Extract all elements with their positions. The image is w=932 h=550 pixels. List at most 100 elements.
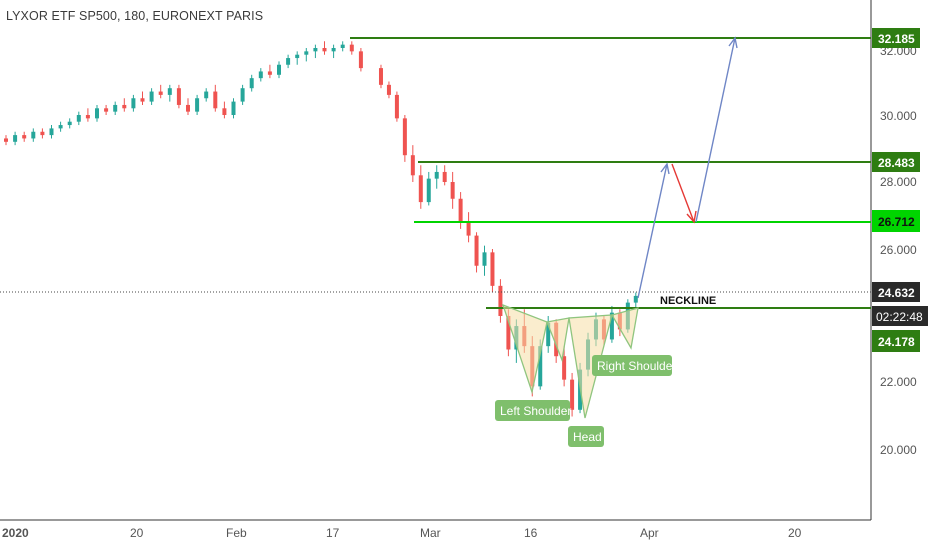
- candle-body: [49, 128, 54, 136]
- candle-body: [458, 198, 463, 223]
- projection-up-1: [637, 163, 668, 299]
- candle-body: [40, 131, 45, 136]
- candle-body: [562, 356, 567, 380]
- candle-body: [204, 91, 209, 99]
- candle-body: [104, 108, 109, 112]
- x-tick-label: 2020: [2, 526, 29, 540]
- annotation-head[interactable]: Head: [568, 426, 604, 447]
- candle-body: [95, 108, 99, 119]
- svg-text:24.178: 24.178: [878, 335, 915, 349]
- pullback-arrow: [671, 163, 695, 223]
- head-shoulders-pattern[interactable]: [501, 303, 639, 419]
- candle-body: [426, 178, 431, 203]
- candle-body: [176, 88, 181, 105]
- candle-body: [140, 98, 145, 102]
- candle-body: [213, 91, 218, 109]
- candle-body: [240, 88, 245, 102]
- candle-body: [286, 58, 291, 65]
- candle-body: [58, 125, 63, 129]
- candle-body: [131, 98, 136, 109]
- time-axis-ticks: 2020 20 Feb 17 Mar 16 Apr 20: [2, 526, 802, 540]
- projection-up-2: [695, 37, 736, 223]
- svg-text:Head: Head: [573, 430, 602, 444]
- x-tick-label: 20: [130, 526, 144, 540]
- candle-body: [258, 71, 263, 79]
- candle-body: [31, 131, 36, 139]
- x-tick-label: 17: [326, 526, 340, 540]
- badge-level-26712[interactable]: 26.712: [872, 210, 920, 232]
- candle-body: [167, 88, 172, 95]
- candle-body: [331, 48, 336, 52]
- candle-body: [340, 44, 345, 48]
- candle-body: [186, 104, 190, 112]
- candle-body: [482, 252, 487, 266]
- x-tick-label: 16: [524, 526, 538, 540]
- svg-text:28.483: 28.483: [878, 156, 915, 170]
- x-tick-label: Feb: [226, 526, 247, 540]
- candle-body: [633, 295, 638, 303]
- projection-up-1-head: [660, 162, 670, 175]
- candle-body: [22, 135, 27, 139]
- svg-text:26.712: 26.712: [878, 215, 915, 229]
- neckline-label: NECKLINE: [660, 295, 716, 307]
- candle-body: [378, 68, 383, 85]
- badge-level-32185[interactable]: 32.185: [872, 28, 920, 48]
- annotation-left-shoulder[interactable]: Left Shoulder: [495, 400, 571, 421]
- candle-body: [538, 346, 543, 387]
- x-tick-label: Apr: [640, 526, 659, 540]
- pattern-left-shoulder: [501, 303, 548, 395]
- x-tick-label: 20: [788, 526, 802, 540]
- candle-body: [304, 51, 309, 55]
- y-tick-label: 30.000: [880, 109, 917, 123]
- candle-body: [386, 84, 391, 95]
- candle-body: [394, 94, 399, 119]
- candle-body: [222, 108, 227, 115]
- projection-arrows[interactable]: [637, 36, 738, 299]
- badge-level-28483[interactable]: 28.483: [872, 152, 920, 172]
- svg-text:02:22:48: 02:22:48: [876, 310, 923, 324]
- x-tick-label: Mar: [420, 526, 441, 540]
- annotation-right-shoulder[interactable]: Right Shoulder: [592, 355, 676, 376]
- candle-body: [609, 312, 614, 340]
- chart-title: LYXOR ETF SP500, 180, EURONEXT PARIS: [6, 9, 264, 23]
- badge-countdown: 02:22:48: [872, 306, 928, 326]
- candle-body: [195, 98, 200, 112]
- candle-body: [434, 171, 439, 179]
- candle-body: [466, 222, 471, 236]
- y-tick-label: 22.000: [880, 375, 917, 389]
- candle-body: [122, 104, 127, 109]
- y-tick-label: 26.000: [880, 243, 917, 257]
- candle-body: [149, 91, 154, 102]
- svg-text:Left Shoulder: Left Shoulder: [500, 404, 571, 418]
- candle-body: [349, 44, 354, 52]
- candle-body: [249, 78, 254, 89]
- projection-up-2-head: [728, 36, 738, 49]
- candle-body: [313, 48, 318, 52]
- y-tick-label: 20.000: [880, 443, 917, 457]
- candle-body: [498, 285, 503, 316]
- candle-body: [277, 64, 281, 75]
- candle-body: [4, 138, 8, 142]
- candle-body: [67, 121, 72, 126]
- candle-body: [322, 48, 327, 52]
- badge-neckline[interactable]: 24.178: [872, 330, 920, 352]
- candle-body: [490, 252, 495, 286]
- candle-body: [295, 54, 300, 59]
- candle-body: [113, 104, 118, 112]
- y-tick-label: 28.000: [880, 175, 917, 189]
- candle-body: [450, 182, 455, 199]
- candle-body: [474, 235, 479, 266]
- candle-body: [158, 91, 163, 95]
- badge-last-price[interactable]: 24.632: [872, 282, 920, 302]
- candle-body: [358, 51, 363, 69]
- candle-body: [570, 379, 575, 410]
- candle-body: [13, 135, 18, 142]
- candle-body: [267, 71, 272, 75]
- candle-body: [85, 115, 90, 119]
- pullback-arrow-head: [686, 210, 697, 224]
- candle-body: [402, 118, 407, 156]
- candle-body: [506, 316, 511, 350]
- candle-body: [410, 155, 415, 176]
- candle-body: [418, 175, 423, 203]
